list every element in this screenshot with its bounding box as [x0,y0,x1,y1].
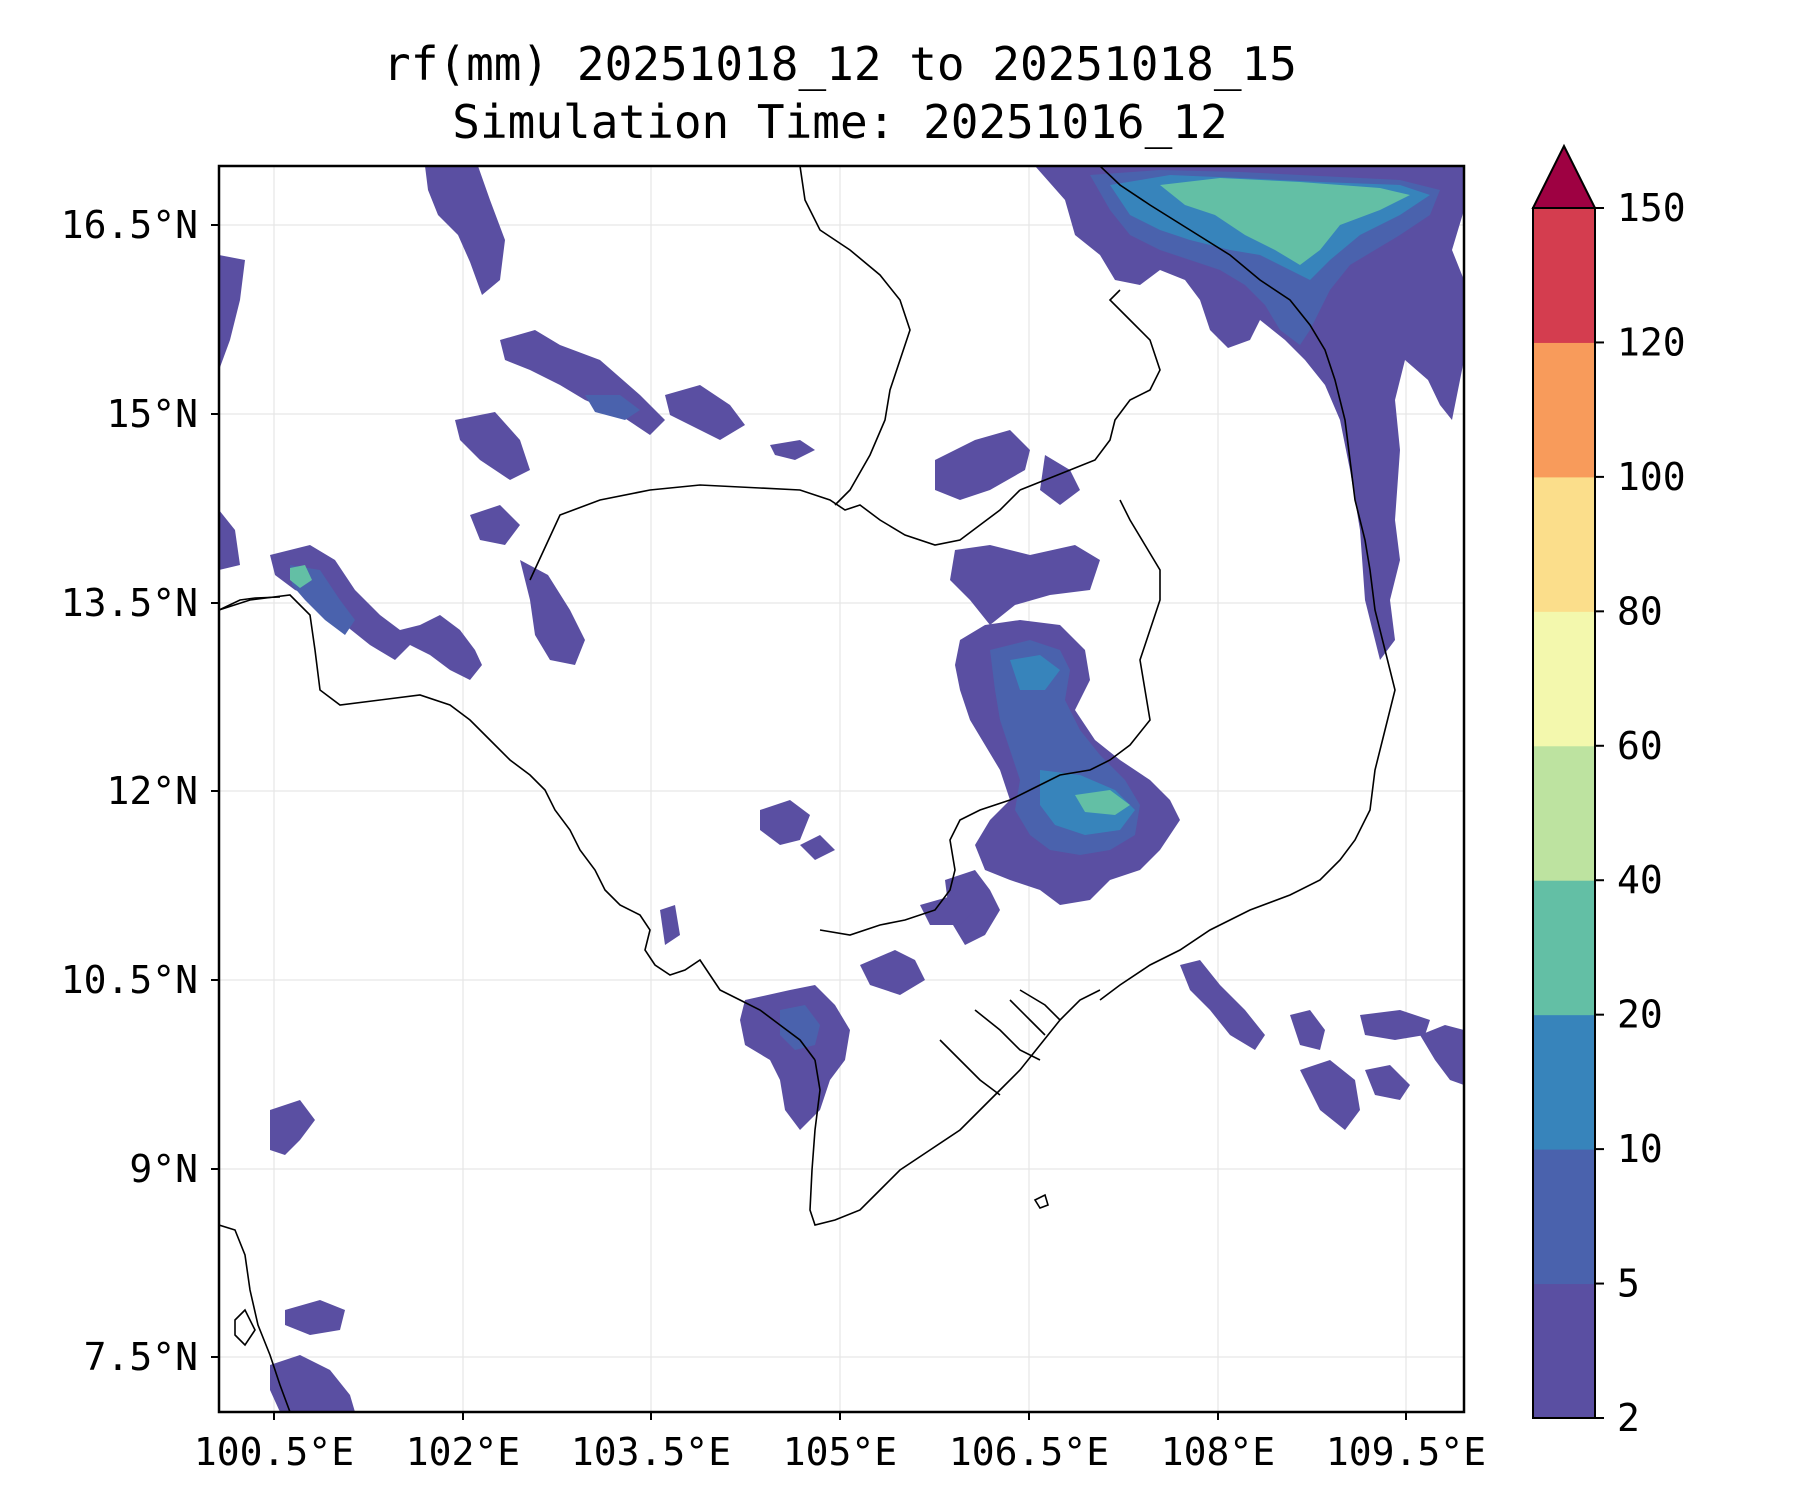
y-tick-label: 13.5°N [61,581,198,625]
rain-area-gulf-small [800,835,835,860]
rain-area-north-laos-5 [470,505,520,545]
colorbar-outline [1532,207,1596,1419]
rain-area-south-china-sea-6 [1365,1065,1410,1100]
map-frame [217,164,1466,1414]
rain-area-south-china-sea-2 [1290,1010,1325,1050]
map-panel [217,164,1466,1414]
rain-area-vietnam-coast-20-40 [1160,178,1410,265]
colorbar-tick-label: 80 [1617,589,1663,633]
x-tick-label: 109.5°E [1326,1430,1486,1474]
rain-area-west-thailand-edge [219,255,245,370]
colorbar: 2 5 10 20 40 60 80 100 120 150 [1531,143,1686,1440]
rain-area-east-cambodia-upper [950,545,1100,625]
colorbar-bin [1533,611,1595,747]
rainfall-contours [219,166,1464,1412]
y-tick-label: 10.5°N [61,958,198,1002]
rain-area-southwest-corner [270,1355,355,1412]
colorbar-bin [1533,880,1595,1016]
colorbar-extend-arrow [1531,143,1597,209]
colorbar-tick-label: 120 [1617,320,1686,364]
border-laos-vietnam [1019,289,1161,491]
rain-area-mekong-small [660,905,680,945]
island-gulf [234,1308,256,1347]
rain-area-northeast-vietnam-coast [1035,166,1464,660]
rain-area-thai-peak-20-40 [290,565,312,588]
y-tick-label: 16.5°N [61,203,198,247]
x-axis: 100.5°E 102°E 103.5°E 105°E 106.5°E 108°… [194,1412,1486,1474]
x-tick-label: 102°E [406,1430,520,1474]
rain-area-north-laos-4 [455,412,530,480]
rainfall-band-20-40 [290,178,1410,815]
rain-area-south-china-sea-5 [1300,1060,1360,1130]
colorbar-tick-label: 10 [1617,1127,1663,1171]
border-thai-laos-mekong [799,166,911,506]
x-tick-label: 103.5°E [571,1430,731,1474]
colorbar-bin [1533,476,1595,612]
x-tick-label: 106.5°E [949,1430,1109,1474]
coastlines-and-borders [219,166,1396,1412]
coastline-malay-peninsula [219,1224,291,1412]
border-cambodia-vietnam-east [819,499,1161,936]
colorbar-bin [1533,1283,1595,1419]
border-thailand-west [219,596,281,611]
colorbar-tick-label: 20 [1617,993,1663,1037]
rain-area-laos-east [770,440,815,460]
colorbar-tick-label: 2 [1617,1396,1640,1440]
rain-area-mekong-delta [740,985,850,1130]
rain-area-gulf-of-thailand-1 [270,1100,315,1155]
rain-area-thailand-west [219,510,240,570]
rain-area-laos-cambodia-border [935,430,1030,500]
rain-area-laos-5-10 [585,395,640,420]
colorbar-bin [1533,1149,1595,1285]
rain-area-cambodia-20-40 [1075,790,1130,815]
coastline-gulf-of-thailand [219,594,816,1061]
rain-area-north-laos-3 [665,385,745,440]
coastline-delta-channels [939,989,1061,1096]
x-tick-label: 100.5°E [194,1430,354,1474]
rain-area-northeast-cambodia [1040,455,1080,505]
y-tick-label: 15°N [106,392,198,436]
rain-area-north-laos-1 [425,166,505,295]
y-tick-label: 7.5°N [84,1335,198,1379]
rain-area-south-cambodia-2 [920,895,975,925]
y-tick-label: 12°N [106,769,198,813]
colorbar-tick-label: 40 [1617,858,1663,902]
colorbar-tick-label: 150 [1617,186,1686,230]
y-axis: 16.5°N 15°N 13.5°N 12°N 10.5°N 9°N 7.5°N [61,203,219,1379]
border-cambodia-north [529,484,1021,581]
rain-area-southeast-cambodia [945,870,1000,945]
map-title-line-1: rf(mm) 20251018_12 to 20251018_15 [383,37,1297,91]
rain-area-cambodia-central [760,800,810,845]
rain-area-south-china-sea-1 [1180,960,1265,1050]
colorbar-tick-label: 100 [1617,455,1686,499]
rain-area-cambodia-northwest [520,560,585,665]
colorbar-bin [1533,1014,1595,1150]
colorbar-bin [1533,745,1595,881]
y-tick-label: 9°N [129,1147,198,1191]
rain-area-mekong-delta-5-10 [780,1005,820,1050]
map-background [219,166,1464,1412]
colorbar-bin [1533,342,1595,478]
map-title-line-2: Simulation Time: 20251016_12 [452,95,1228,149]
rain-area-south-china-sea-3 [1360,1010,1430,1040]
rain-area-south-china-sea-4 [1420,1025,1464,1085]
coastline-vietnam-east [1099,166,1396,1001]
rain-area-south-cambodia-1 [860,950,925,995]
colorbar-tick-label: 5 [1617,1262,1640,1306]
island-con-son [1033,1193,1049,1209]
colorbar-tick-label: 60 [1617,724,1663,768]
rain-area-gulf-of-thailand-2 [285,1300,345,1335]
rain-area-cambodia-upper-10-20 [1010,655,1060,690]
colorbar-bin [1533,208,1595,343]
coastline-south-vietnam-delta [809,989,1101,1226]
x-tick-label: 105°E [783,1430,897,1474]
x-tick-label: 108°E [1161,1430,1275,1474]
